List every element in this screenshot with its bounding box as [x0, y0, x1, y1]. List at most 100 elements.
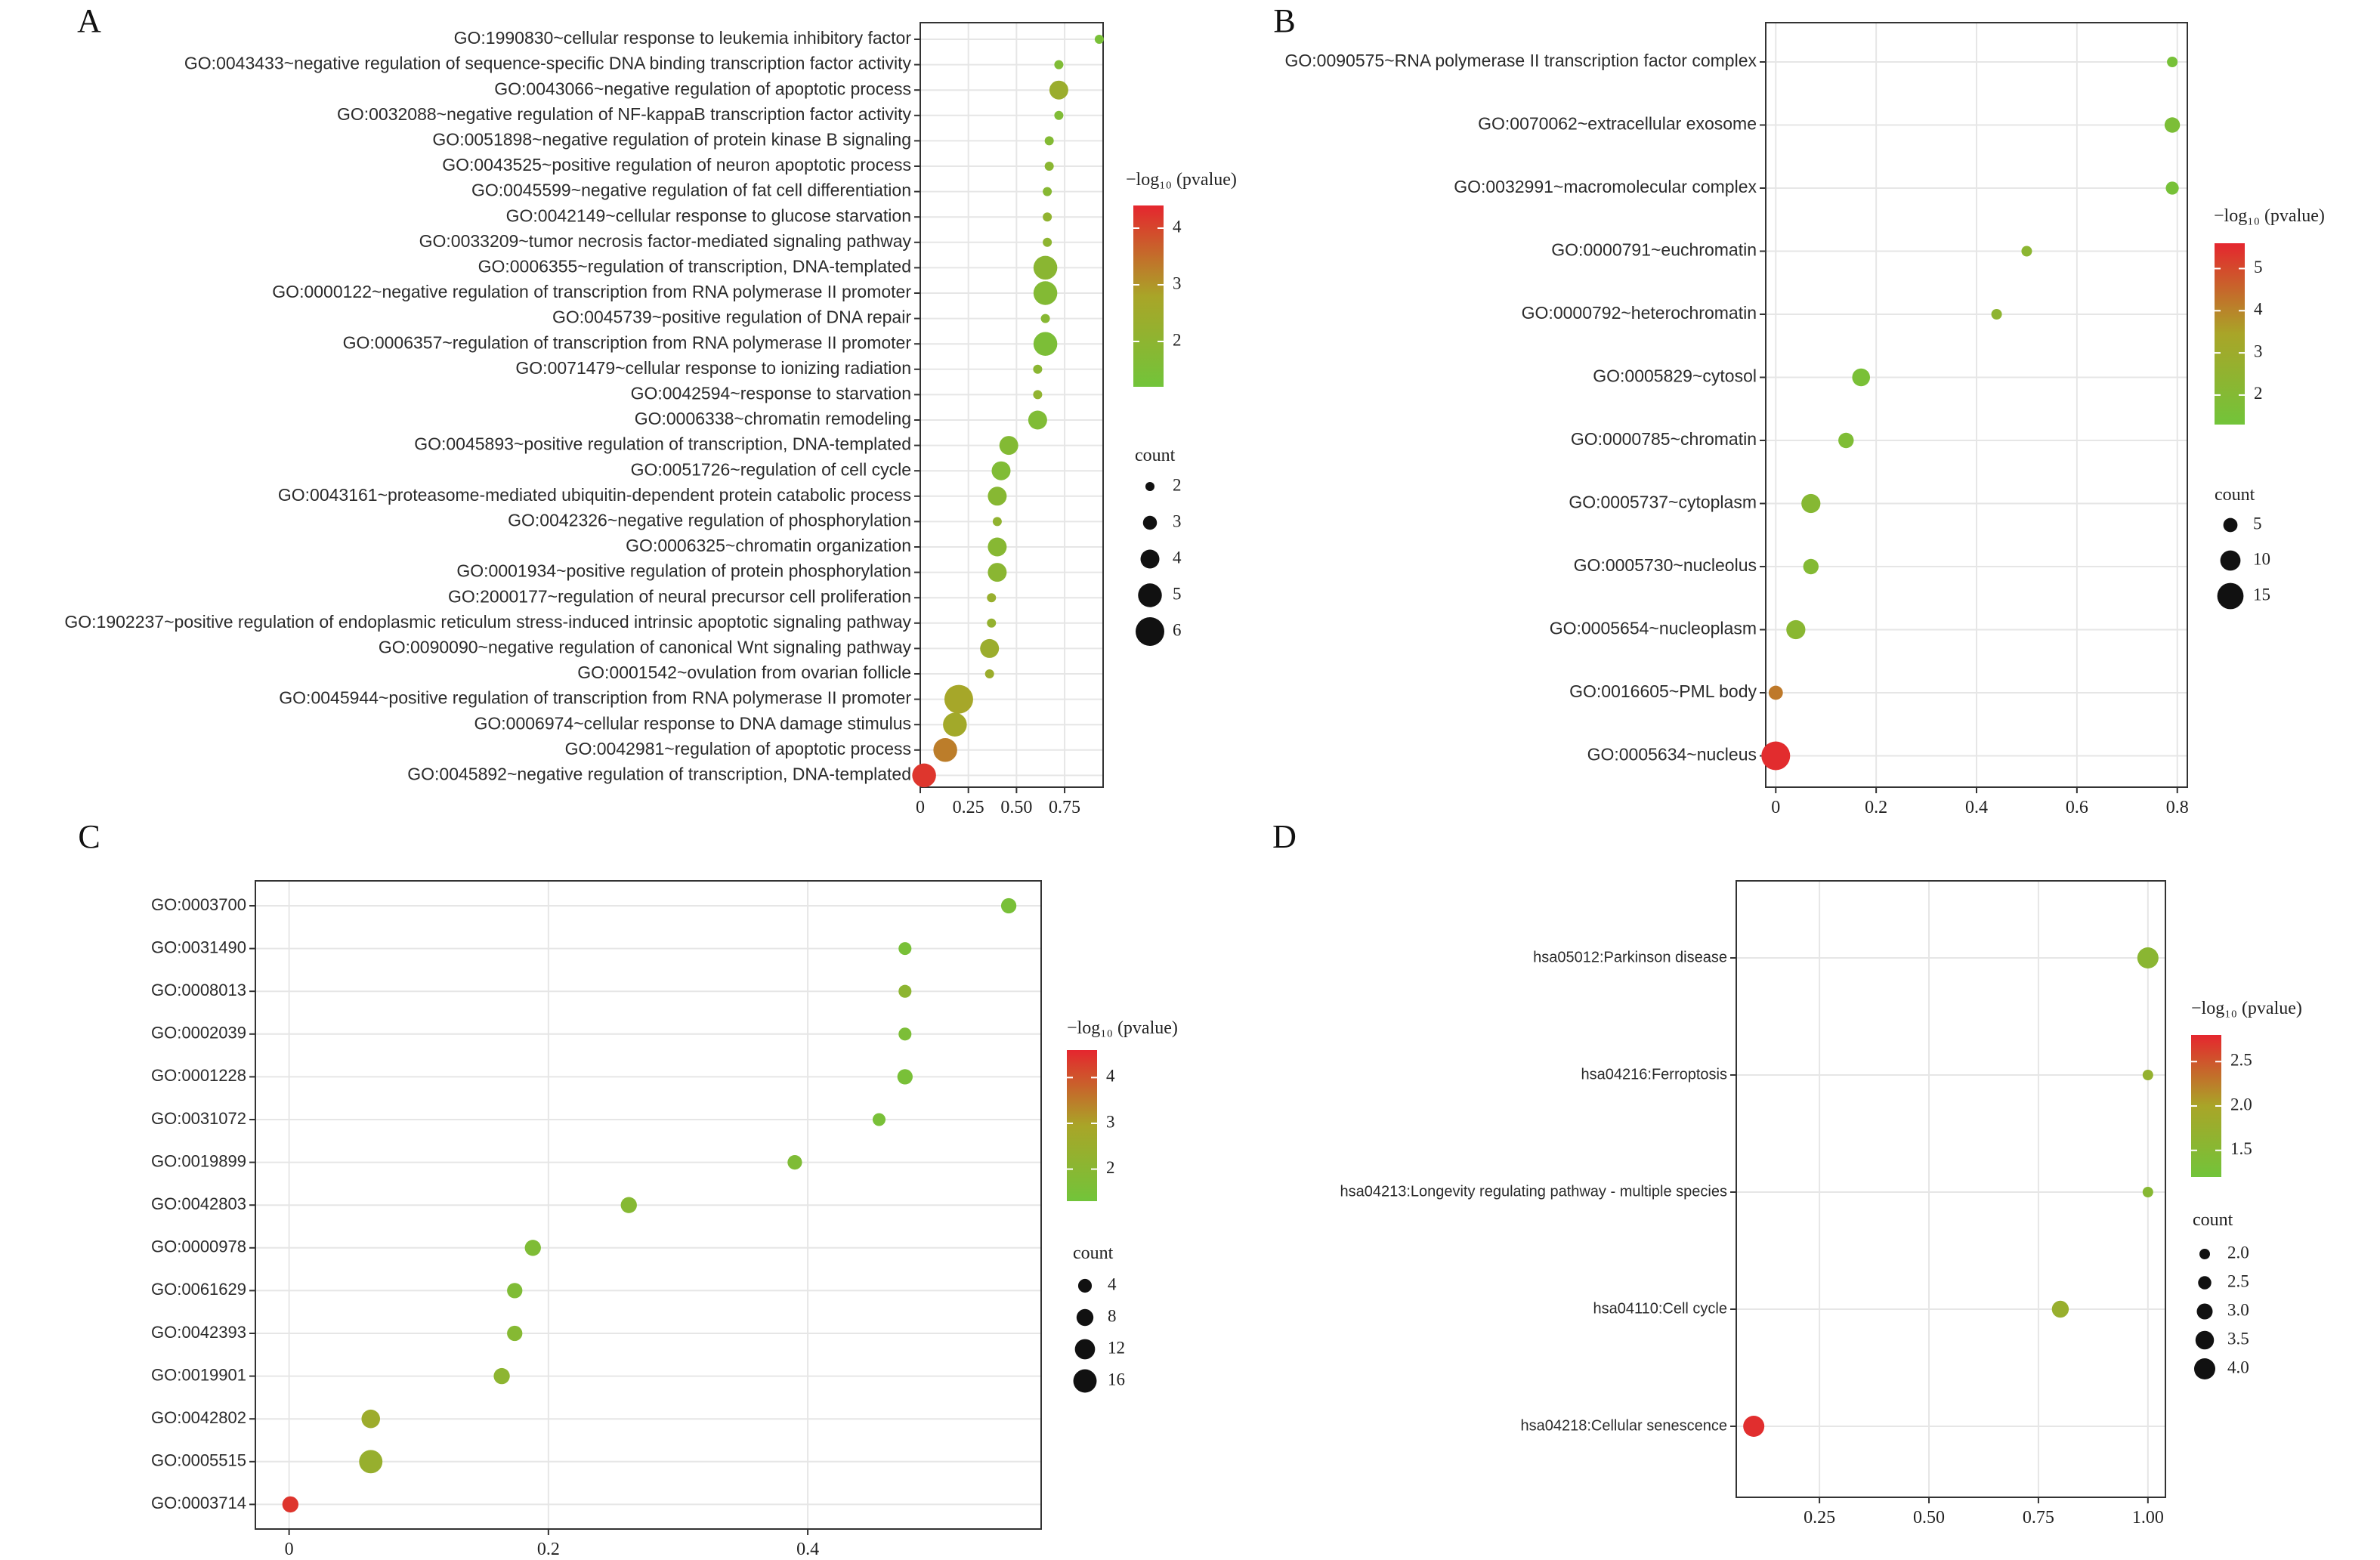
panel-a: A GO:1990830~cellular response to leukemi…	[64, 2, 1237, 817]
y-tick-label: GO:0005737~cytoplasm	[1569, 493, 1757, 512]
data-point	[2164, 117, 2181, 133]
size-legend-label: 4.0	[2227, 1358, 2249, 1376]
x-axis: 0 0.25 0.50 0.75	[916, 787, 1080, 817]
y-tick-label: GO:0045893~positive regulation of transc…	[414, 434, 911, 454]
size-legend-label: 3.5	[2227, 1329, 2249, 1348]
data-point	[872, 1113, 886, 1126]
data-point	[897, 1069, 913, 1085]
size-legend-key	[1136, 617, 1164, 646]
gridlines	[1766, 23, 2187, 787]
y-tick-label: GO:0003700	[151, 895, 246, 914]
size-legend-key	[1073, 1369, 1097, 1393]
y-tick-label: GO:0042981~regulation of apoptotic proce…	[565, 739, 911, 758]
color-legend-label: 2.0	[2230, 1095, 2252, 1114]
size-legend-label: 5	[1173, 584, 1182, 603]
data-point	[1043, 187, 1052, 196]
size-legend-label: 3.0	[2227, 1300, 2249, 1319]
data-point	[987, 593, 997, 603]
size-legend-key	[1077, 1278, 1093, 1293]
y-tick-label: GO:0045739~positive regulation of DNA re…	[552, 307, 911, 327]
data-point	[282, 1496, 299, 1513]
data-point	[2142, 1187, 2153, 1197]
y-tick-label: GO:0006355~regulation of transcription, …	[478, 256, 911, 276]
color-legend-label: 2.5	[2230, 1051, 2252, 1070]
y-tick-label: GO:0000792~heterochromatin	[1522, 303, 1757, 323]
data-point	[2051, 1300, 2069, 1318]
color-legend: −log₁₀ (pvalue) 2 3 4 5	[2214, 206, 2325, 425]
color-legend-label: 4	[1173, 217, 1182, 236]
color-legend-title: −log₁₀ (pvalue)	[2191, 999, 2302, 1018]
y-tick-label: GO:0071479~cellular response to ionizing…	[515, 358, 911, 378]
color-legend-label: 5	[2254, 258, 2263, 276]
size-legend-label: 2.0	[2227, 1243, 2249, 1262]
y-tick-label: GO:0043161~proteasome-mediated ubiquitin…	[278, 485, 911, 505]
y-tick-label: GO:0043525~positive regulation of neuron…	[442, 155, 911, 175]
data-point	[524, 1240, 541, 1256]
y-tick-label: GO:0005829~cytosol	[1593, 366, 1757, 386]
gridlines	[1736, 881, 2165, 1497]
data-point	[1094, 35, 1104, 44]
data-point	[898, 942, 912, 956]
data-point	[507, 1283, 523, 1299]
y-tick-label: GO:0006325~chromatin organization	[626, 536, 911, 555]
color-legend-label: 1.5	[2230, 1139, 2252, 1158]
plot-area	[920, 23, 1103, 787]
size-legend-key	[1145, 482, 1154, 491]
color-legend-label: 3	[1173, 273, 1182, 292]
x-axis: 0.25 0.50 0.75 1.00	[1804, 1497, 2164, 1528]
x-tick-label: 0.4	[1965, 798, 1988, 817]
plot-frame	[1736, 880, 2166, 1498]
color-legend-label: 3	[2254, 341, 2263, 360]
size-legend-label: 4	[1108, 1274, 1117, 1293]
size-legend-key	[2199, 1249, 2210, 1259]
size-legend-label: 10	[2253, 549, 2270, 568]
panel-b: B GO:0090575~RNA polymerase II transcript…	[1273, 2, 2325, 817]
data-point	[912, 763, 936, 788]
y-tick-label: GO:0001228	[151, 1066, 246, 1085]
data-point	[1033, 332, 1058, 356]
y-tick-label: GO:0032088~negative regulation of NF-kap…	[337, 104, 912, 124]
y-tick-label: GO:0031490	[151, 938, 246, 956]
data-point	[991, 461, 1011, 480]
y-tick-label: GO:0051898~negative regulation of protei…	[432, 129, 911, 149]
y-tick-label: GO:0033209~tumor necrosis factor-mediate…	[419, 231, 912, 251]
size-legend-label: 2.5	[2227, 1271, 2249, 1290]
y-axis-labels: GO:0003700 GO:0031490 GO:0008013 GO:0002039…	[151, 895, 255, 1512]
y-tick-label: GO:0005654~nucleoplasm	[1550, 619, 1757, 638]
y-tick-label: GO:0006974~cellular response to DNA dama…	[474, 713, 911, 733]
x-tick-label: 0.4	[796, 1540, 819, 1559]
size-legend-key	[2198, 1276, 2212, 1290]
data-point	[933, 738, 957, 762]
y-tick-label: GO:0005515	[151, 1451, 246, 1470]
color-legend-label: 4	[1106, 1067, 1115, 1086]
color-legend-label: 2	[1173, 330, 1182, 349]
y-tick-label: GO:0019899	[151, 1151, 246, 1170]
size-legend: count 2.0 2.5 3.0 3.5 4.0	[2193, 1210, 2249, 1379]
data-point	[1028, 410, 1047, 430]
y-tick-label: GO:0051726~regulation of cell cycle	[631, 459, 911, 479]
y-tick-label: GO:2000177~regulation of neural precurso…	[448, 586, 911, 606]
data-point	[2142, 1070, 2153, 1080]
data-point	[1049, 80, 1068, 100]
color-legend-label: 2	[2254, 384, 2263, 403]
data-point	[1838, 432, 1854, 449]
size-legend-label: 6	[1173, 620, 1182, 639]
plot-frame	[920, 22, 1104, 788]
y-tick-label: GO:0001934~positive regulation of protei…	[456, 561, 911, 581]
size-legend-key	[1138, 583, 1162, 607]
data-point	[507, 1325, 523, 1342]
y-axis-labels: GO:1990830~cellular response to leukemia…	[64, 28, 920, 783]
size-legend-label: 2	[1173, 475, 1182, 494]
size-legend-label: 16	[1108, 1370, 1125, 1389]
color-legend: −log₁₀ (pvalue) 1.5 2.0 2.5	[2191, 999, 2302, 1177]
y-tick-label: GO:0000791~euchromatin	[1551, 240, 1757, 260]
size-legend-key	[1140, 549, 1160, 569]
data-point	[992, 517, 1002, 527]
y-tick-label: GO:0002039	[151, 1024, 246, 1043]
x-tick-label: 0.25	[953, 798, 984, 817]
y-tick-label: GO:0045892~negative regulation of transc…	[407, 764, 911, 783]
y-tick-label: GO:0000978	[151, 1237, 246, 1256]
y-tick-label: GO:0042393	[151, 1323, 246, 1342]
x-tick-label: 0.8	[2166, 798, 2189, 817]
data-point	[1040, 314, 1050, 323]
